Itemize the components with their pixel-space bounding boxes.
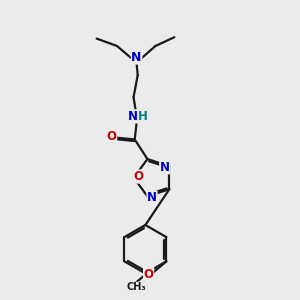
Text: O: O xyxy=(106,130,117,143)
Text: O: O xyxy=(144,268,154,281)
Text: N: N xyxy=(147,191,157,204)
Text: N: N xyxy=(128,110,138,123)
Text: N: N xyxy=(160,161,170,174)
Text: O: O xyxy=(133,170,143,183)
Text: H: H xyxy=(138,110,148,123)
Text: N: N xyxy=(131,51,142,64)
Text: CH₃: CH₃ xyxy=(127,282,146,292)
